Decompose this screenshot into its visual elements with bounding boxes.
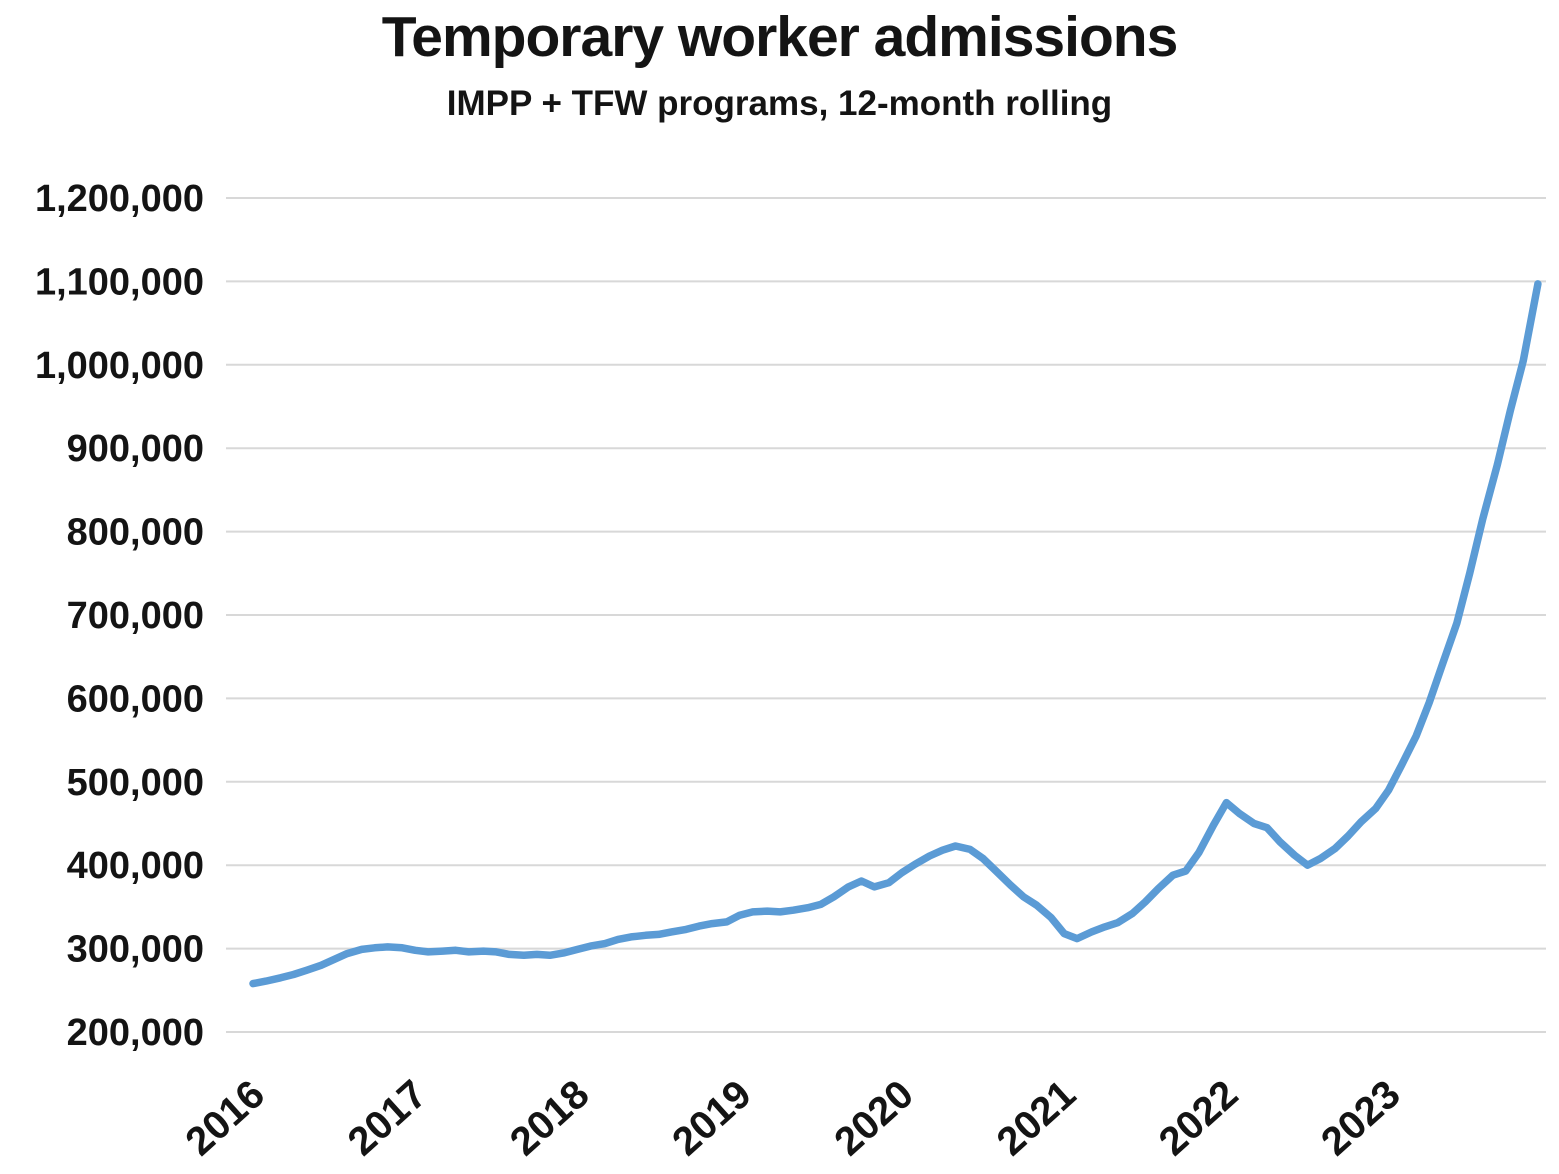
chart-subtitle: IMPP + TFW programs, 12-month rolling [446,84,1113,123]
series-line-temporary-worker-admissions [249,280,1542,988]
y-axis-tick-label: 900,000 [67,428,204,470]
x-axis-tick-label: 2017 [340,1072,436,1164]
y-axis-tick-label: 700,000 [67,595,204,637]
y-axis-tick-label: 400,000 [67,845,204,887]
y-axis-tick-label: 200,000 [67,1012,204,1054]
x-axis-tick-label: 2019 [664,1072,760,1164]
y-axis-tick-label: 600,000 [67,678,204,720]
y-axis-tick-label: 1,200,000 [35,178,204,220]
x-axis-tick-label: 2021 [989,1072,1085,1164]
y-axis-tick-label: 800,000 [67,512,204,554]
x-axis-tick-label: 2018 [502,1072,598,1164]
x-axis-tick-label: 2016 [177,1072,273,1164]
y-axis-tick-label: 500,000 [67,762,204,804]
x-axis-tick-label: 2022 [1151,1072,1247,1164]
chart-title: Temporary worker admissions [381,5,1179,69]
x-axis-tick-label: 2023 [1313,1072,1409,1164]
y-axis-tick-label: 1,000,000 [35,345,204,387]
x-axis-tick-label: 2020 [826,1072,922,1164]
y-axis-tick-label: 1,100,000 [35,261,204,303]
y-axis-tick-label: 300,000 [67,929,204,971]
